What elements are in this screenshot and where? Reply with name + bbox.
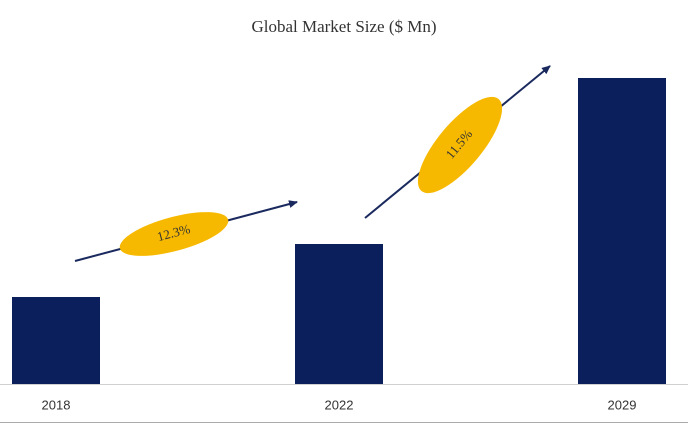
x-tick-label: 2018 xyxy=(42,397,71,412)
cagr-badge xyxy=(417,96,503,194)
x-tick-label: 2029 xyxy=(608,397,637,412)
bar xyxy=(295,244,383,384)
cagr-badge xyxy=(119,212,229,256)
bar xyxy=(12,297,100,384)
chart-title: Global Market Size ($ Mn) xyxy=(251,17,436,36)
x-tick-label: 2022 xyxy=(325,397,354,412)
bar xyxy=(578,78,666,384)
